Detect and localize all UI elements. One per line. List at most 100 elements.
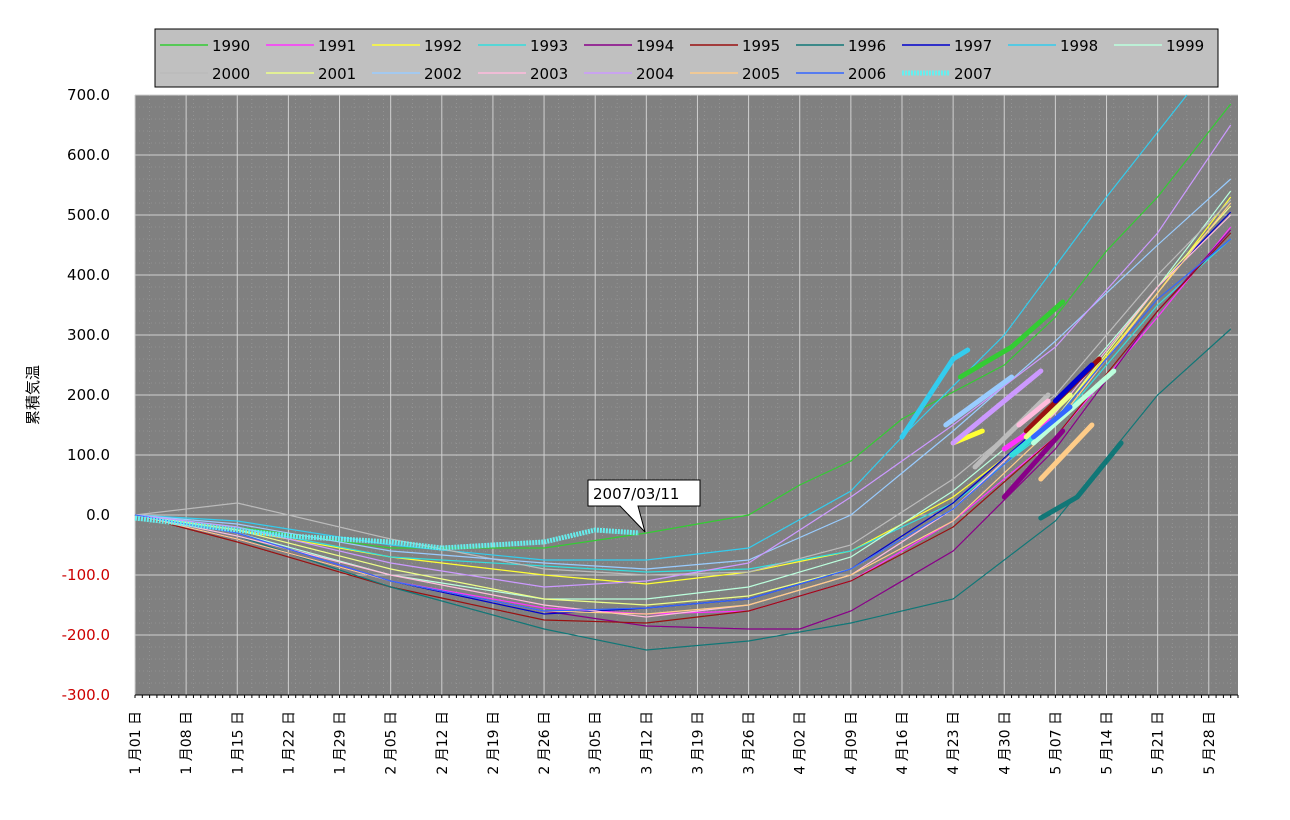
series-highlight-1996 <box>1038 440 1124 521</box>
legend-item-1999: 1999 <box>1114 37 1204 55</box>
legend: 1990 1991 1992 1993 1994 1995 1996 1997 1998 1999… <box>154 28 1219 88</box>
x-tick-label: 5 月07 日 <box>1048 711 1064 775</box>
legend-item-2003: 2003 <box>478 65 568 83</box>
legend-label: 2004 <box>636 65 674 83</box>
x-tick-label: 1 月01 日 <box>128 711 144 775</box>
series-highlight-2003 <box>1016 398 1051 428</box>
y-tick-label: 0.0 <box>86 506 110 524</box>
legend-label: 1997 <box>954 37 992 55</box>
y-tick-label: 400.0 <box>67 266 110 284</box>
y-tick-label: -300.0 <box>62 686 110 704</box>
x-tick-label: 1 月29 日 <box>333 711 349 775</box>
x-tick-label: 4 月30 日 <box>997 711 1013 775</box>
x-tick-label: 4 月09 日 <box>844 711 860 775</box>
legend-item-1993: 1993 <box>478 37 568 55</box>
x-axis: 1 月01 日 1 月08 日 1 月15 日 1 月22 日 1 月29 日 2 月05… <box>128 694 1239 775</box>
series-line-2000 <box>134 199 1232 576</box>
legend-item-1997: 1997 <box>902 37 992 55</box>
series-highlight-2005 <box>1038 422 1095 482</box>
series-highlight-1999 <box>1031 368 1117 446</box>
x-tick-label: 5 月28 日 <box>1202 711 1218 775</box>
legend-label: 2001 <box>318 65 356 83</box>
y-tick-label: -200.0 <box>62 626 110 644</box>
series-layer <box>134 94 1232 651</box>
legend-item-2004: 2004 <box>584 65 674 83</box>
legend-item-2006: 2006 <box>796 65 886 83</box>
x-tick-label: 3 月26 日 <box>742 711 758 775</box>
legend-item-2007: 2007 <box>902 65 992 83</box>
x-tick-label: 1 月08 日 <box>179 711 195 775</box>
legend-item-2002: 2002 <box>372 65 462 83</box>
highlight-layer <box>134 299 1124 551</box>
series-highlight-1998 <box>899 347 971 440</box>
x-tick-label: 4 月16 日 <box>895 711 911 775</box>
legend-item-2005: 2005 <box>690 65 780 83</box>
x-tick-label: 3 月12 日 <box>639 711 655 775</box>
y-tick-label: 100.0 <box>67 446 110 464</box>
series-line-2006 <box>134 238 1232 612</box>
x-tick-label: 2 月12 日 <box>435 711 451 775</box>
legend-label: 2000 <box>212 65 250 83</box>
series-line-2004 <box>134 124 1232 588</box>
series-highlight-1994 <box>1001 428 1066 500</box>
legend-label: 1992 <box>424 37 462 55</box>
y-tick-label: 600.0 <box>67 146 110 164</box>
legend-item-1995: 1995 <box>690 37 780 55</box>
legend-item-1998: 1998 <box>1008 37 1098 55</box>
major-grid <box>134 94 1238 696</box>
x-tick-label: 4 月02 日 <box>793 711 809 775</box>
series-line-1993 <box>134 238 1232 573</box>
series-highlight-1990 <box>957 299 1066 380</box>
series-highlight-2006 <box>1031 404 1073 440</box>
legend-label: 1993 <box>530 37 568 55</box>
y-axis-label: 累積気温 <box>24 365 42 425</box>
series-highlight-1997 <box>1052 362 1095 404</box>
x-tick-label: 3 月19 日 <box>690 711 706 775</box>
legend-label: 1990 <box>212 37 250 55</box>
legend-label: 1991 <box>318 37 356 55</box>
series-line-2005 <box>134 202 1232 615</box>
x-tick-label: 2 月26 日 <box>537 711 553 775</box>
legend-item-2000: 2000 <box>160 65 250 83</box>
series-highlight-2000 <box>972 392 1051 470</box>
legend-label: 2006 <box>848 65 886 83</box>
annotation-text: 2007/03/11 <box>593 485 679 503</box>
x-tick-label: 5 月21 日 <box>1151 711 1167 775</box>
legend-item-1994: 1994 <box>584 37 674 55</box>
x-tick-label: 2 月05 日 <box>384 711 400 775</box>
series-highlight-2002 <box>943 374 1015 428</box>
series-line-2001 <box>134 205 1232 606</box>
legend-label: 1996 <box>848 37 886 55</box>
legend-label: 1995 <box>742 37 780 55</box>
legend-label: 2003 <box>530 65 568 83</box>
y-axis: 700.0 600.0 500.0 400.0 300.0 200.0 100.0 0.0 -1… <box>62 86 110 704</box>
y-tick-label: 200.0 <box>67 386 110 404</box>
legend-box <box>154 28 1219 88</box>
legend-label: 1998 <box>1060 37 1098 55</box>
x-tick-label: 1 月22 日 <box>281 711 297 775</box>
legend-label: 2007 <box>954 65 992 83</box>
x-tick-label: 5 月14 日 <box>1100 711 1116 775</box>
legend-label: 2002 <box>424 65 462 83</box>
series-highlight-2004 <box>950 368 1044 446</box>
legend-label: 1999 <box>1166 37 1204 55</box>
x-tick-label: 4 月23 日 <box>946 711 962 775</box>
legend-item-1996: 1996 <box>796 37 886 55</box>
y-tick-label: 300.0 <box>67 326 110 344</box>
legend-item-1991: 1991 <box>266 37 356 55</box>
series-line-2007 <box>134 515 640 551</box>
y-tick-label: 700.0 <box>67 86 110 104</box>
y-tick-label: -100.0 <box>62 566 110 584</box>
legend-item-1990: 1990 <box>160 37 250 55</box>
legend-label: 2005 <box>742 65 780 83</box>
legend-item-1992: 1992 <box>372 37 462 55</box>
legend-label: 1994 <box>636 37 674 55</box>
annotation-callout: 2007/03/11 <box>587 479 701 533</box>
x-tick-label: 3 月05 日 <box>588 711 604 775</box>
series-highlight-2001 <box>1023 392 1073 440</box>
legend-item-2001: 2001 <box>266 65 356 83</box>
x-tick-label: 1 月15 日 <box>230 711 246 775</box>
annotation-box <box>587 479 701 533</box>
y-tick-label: 500.0 <box>67 206 110 224</box>
